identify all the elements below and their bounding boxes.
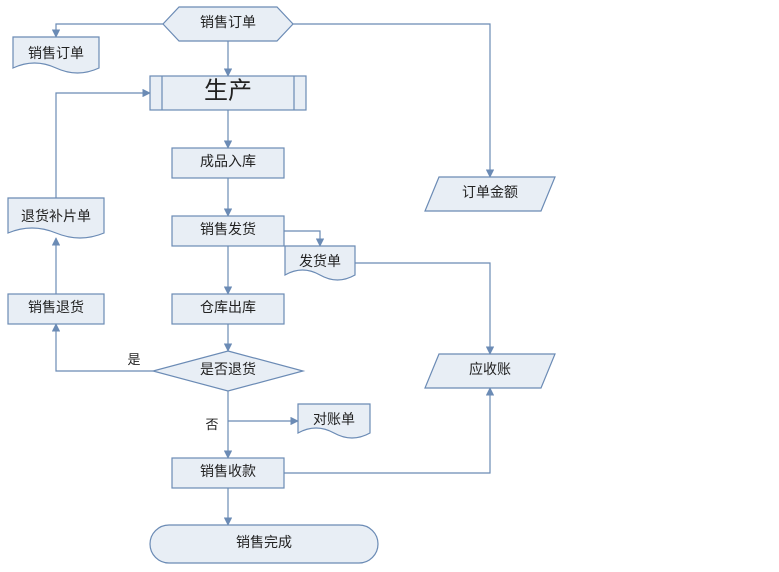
- node-label: 销售退货: [28, 299, 84, 316]
- node-label: 对账单: [313, 412, 355, 428]
- node-label: 销售订单: [28, 46, 84, 62]
- node-terminator: 销售完成: [150, 525, 378, 563]
- edge: [293, 24, 490, 177]
- node-doc_return: 退货补片单: [8, 198, 104, 238]
- node-par_ar: 应收账: [425, 354, 555, 388]
- node-proc_in: 成品入库: [172, 148, 284, 178]
- edge: [56, 24, 163, 37]
- edge-label: 否: [205, 417, 218, 432]
- node-proc_collect: 销售收款: [172, 458, 284, 488]
- node-proc_ship: 销售发货: [172, 216, 284, 246]
- node-label: 应收账: [469, 361, 511, 378]
- node-doc_stmt: 对账单: [298, 404, 370, 438]
- node-start: 销售订单: [163, 7, 293, 41]
- node-proc_return: 销售退货: [8, 294, 104, 324]
- edge: [355, 263, 490, 354]
- node-label: 订单金额: [462, 185, 518, 201]
- node-label: 是否退货: [200, 361, 256, 378]
- node-label: 发货单: [299, 253, 341, 270]
- node-par_amount: 订单金额: [425, 177, 555, 211]
- node-proc_prod: 生产: [150, 76, 306, 110]
- node-dec_return: 是否退货: [153, 351, 303, 391]
- edge-label: 是: [127, 352, 140, 367]
- node-label: 成品入库: [200, 154, 256, 170]
- node-label: 仓库出库: [200, 300, 256, 316]
- node-doc1: 销售订单: [13, 37, 99, 73]
- flowchart-canvas: 是否 销售订单销售订单生产成品入库订单金额退货补片单销售发货发货单仓库出库销售退…: [0, 0, 779, 572]
- node-label: 生产: [204, 78, 252, 105]
- edge: [284, 388, 490, 473]
- edge: [284, 231, 320, 246]
- node-label: 销售收款: [200, 464, 256, 480]
- node-doc_ship: 发货单: [285, 246, 355, 280]
- node-label: 销售发货: [200, 221, 256, 238]
- node-label: 销售订单: [200, 15, 256, 31]
- node-label: 销售完成: [236, 535, 292, 551]
- node-proc_out: 仓库出库: [172, 294, 284, 324]
- node-label: 退货补片单: [21, 208, 91, 225]
- edge: [56, 93, 150, 198]
